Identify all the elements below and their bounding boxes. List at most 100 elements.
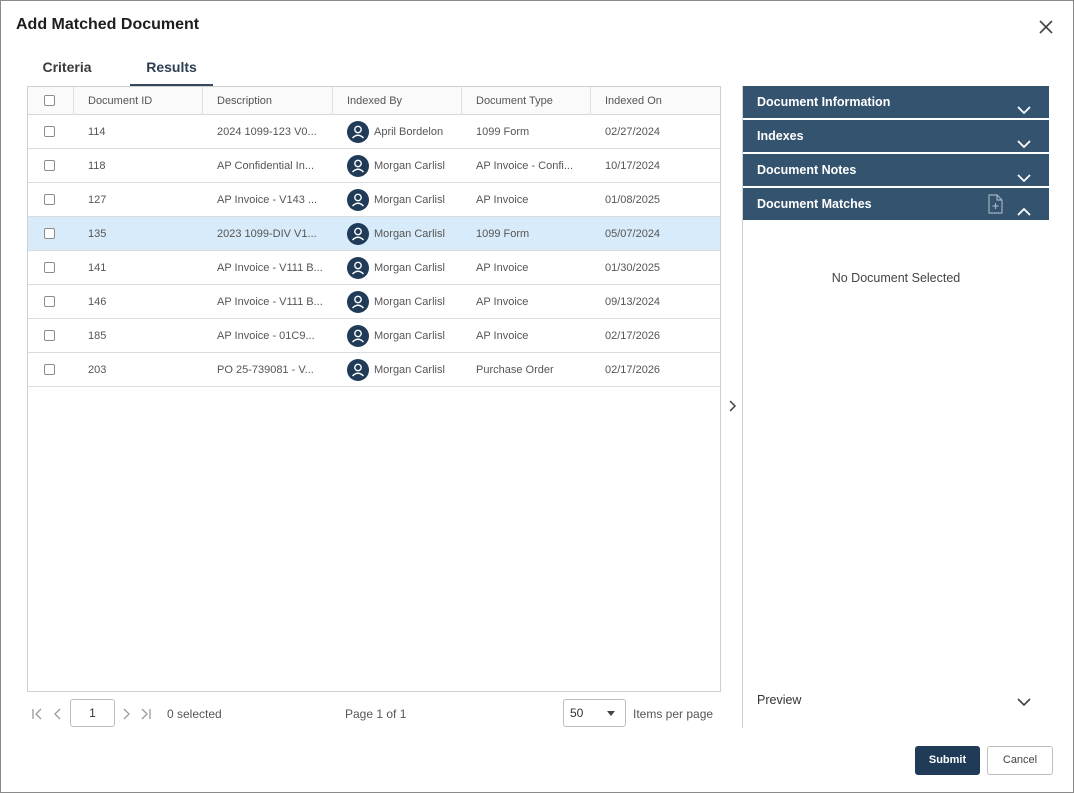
row-checkbox[interactable] (44, 364, 55, 375)
indexed-by-name: Morgan Carlisl (374, 160, 445, 172)
row-checkbox[interactable] (44, 262, 55, 273)
chevron-down-icon[interactable] (1017, 96, 1031, 115)
indexed-by-name: April Bordelon (374, 126, 444, 138)
indexed-by-cell: Morgan Carlisl (332, 183, 461, 217)
document-type-cell: AP Invoice (476, 194, 529, 206)
document-id-cell: 127 (88, 194, 107, 206)
close-icon[interactable] (1036, 17, 1056, 37)
chevron-down-icon[interactable] (1017, 130, 1031, 149)
document-type-cell: 1099 Form (476, 126, 530, 138)
column-header-indexed-on[interactable]: Indexed On (590, 87, 720, 115)
grid-pager: 1 0 selected Page 1 of 1 50 Items per pa… (27, 693, 721, 733)
tab-criteria[interactable]: Criteria (42, 59, 92, 75)
document-id-cell: 135 (88, 228, 107, 240)
column-header-document-id[interactable]: Document ID (73, 87, 202, 115)
results-grid: Document ID Description Indexed By Docum… (27, 86, 721, 692)
document-type-cell: AP Invoice (476, 262, 529, 274)
table-row[interactable]: 203 PO 25-739081 - V... Morgan Carlisl P… (28, 353, 720, 387)
add-document-icon[interactable] (987, 194, 1004, 214)
page-number-input[interactable]: 1 (70, 699, 115, 727)
tab-results[interactable]: Results (130, 59, 213, 87)
previous-page-icon[interactable] (52, 707, 64, 721)
row-checkbox[interactable] (44, 330, 55, 341)
next-page-icon[interactable] (120, 707, 132, 721)
chevron-down-icon[interactable] (1017, 696, 1031, 708)
preview-section-label[interactable]: Preview (757, 693, 802, 707)
dialog-title: Add Matched Document (16, 16, 200, 33)
table-row[interactable]: 185 AP Invoice - 01C9... Morgan Carlisl … (28, 319, 720, 353)
row-checkbox[interactable] (44, 160, 55, 171)
section-label: Indexes (757, 129, 804, 143)
section-label: Document Information (757, 95, 891, 109)
document-type-cell: Purchase Order (476, 364, 554, 376)
description-cell: AP Confidential In... (217, 160, 315, 172)
page-info: Page 1 of 1 (345, 707, 407, 721)
table-row[interactable]: 127 AP Invoice - V143 ... Morgan Carlisl… (28, 183, 720, 217)
chevron-right-icon[interactable] (726, 399, 738, 413)
submit-button[interactable]: Submit (915, 746, 980, 775)
indexed-by-cell: Morgan Carlisl (332, 149, 461, 183)
indexed-on-cell: 01/30/2025 (605, 262, 661, 274)
grid-header: Document ID Description Indexed By Docum… (28, 87, 720, 115)
indexed-by-name: Morgan Carlisl (374, 330, 445, 342)
document-type-cell: AP Invoice (476, 330, 529, 342)
row-checkbox[interactable] (44, 296, 55, 307)
panel-splitter[interactable] (721, 86, 743, 728)
empty-state-message: No Document Selected (831, 271, 961, 285)
first-page-icon[interactable] (31, 707, 43, 721)
indexed-by-cell: Morgan Carlisl (332, 319, 461, 353)
table-row[interactable]: 114 2024 1099-123 V0... April Bordelon 1… (28, 115, 720, 149)
last-page-icon[interactable] (140, 707, 152, 721)
page-size-select[interactable]: 50 (563, 699, 626, 727)
document-id-cell: 146 (88, 296, 107, 308)
indexed-on-cell: 09/13/2024 (605, 296, 661, 308)
user-avatar-icon (347, 121, 369, 143)
chevron-up-icon[interactable] (1017, 198, 1031, 216)
document-type-cell: AP Invoice - Confi... (476, 160, 574, 172)
indexed-on-cell: 02/17/2026 (605, 330, 661, 342)
user-avatar-icon (347, 257, 369, 279)
table-row[interactable]: 146 AP Invoice - V111 B... Morgan Carlis… (28, 285, 720, 319)
description-cell: AP Invoice - V143 ... (217, 194, 318, 206)
table-row-selected[interactable]: 135 2023 1099-DIV V1... Morgan Carlisl 1… (28, 217, 720, 251)
section-document-notes[interactable]: Document Notes (743, 154, 1049, 186)
document-id-cell: 118 (88, 160, 106, 172)
indexed-by-name: Morgan Carlisl (374, 194, 445, 206)
page-size-value: 50 (570, 706, 584, 720)
select-all-checkbox[interactable] (44, 95, 55, 106)
items-per-page-label: Items per page (633, 707, 714, 721)
column-header-indexed-by[interactable]: Indexed By (332, 87, 461, 115)
chevron-down-icon (607, 711, 615, 716)
user-avatar-icon (347, 359, 369, 381)
user-avatar-icon (347, 155, 369, 177)
column-header-description[interactable]: Description (202, 87, 332, 115)
document-id-cell: 114 (88, 126, 106, 138)
row-checkbox[interactable] (44, 126, 55, 137)
section-indexes[interactable]: Indexes (743, 120, 1049, 152)
selected-count: 0 selected (167, 707, 222, 721)
document-type-cell: 1099 Form (476, 228, 530, 240)
indexed-by-cell: Morgan Carlisl (332, 285, 461, 319)
section-document-matches[interactable]: Document Matches (743, 188, 1049, 220)
section-document-information[interactable]: Document Information (743, 86, 1049, 118)
row-checkbox[interactable] (44, 194, 55, 205)
indexed-by-name: Morgan Carlisl (374, 262, 445, 274)
table-row[interactable]: 141 AP Invoice - V111 B... Morgan Carlis… (28, 251, 720, 285)
indexed-on-cell: 05/07/2024 (605, 228, 661, 240)
indexed-by-cell: April Bordelon (332, 115, 461, 149)
document-type-cell: AP Invoice (476, 296, 529, 308)
description-cell: 2023 1099-DIV V1... (217, 228, 317, 240)
indexed-on-cell: 02/27/2024 (605, 126, 661, 138)
cancel-button[interactable]: Cancel (987, 746, 1053, 775)
user-avatar-icon (347, 325, 369, 347)
indexed-by-cell: Morgan Carlisl (332, 353, 461, 387)
column-header-document-type[interactable]: Document Type (461, 87, 590, 115)
row-checkbox[interactable] (44, 228, 55, 239)
table-row[interactable]: 118 AP Confidential In... Morgan Carlisl… (28, 149, 720, 183)
chevron-down-icon[interactable] (1017, 164, 1031, 183)
indexed-by-name: Morgan Carlisl (374, 296, 445, 308)
description-cell: AP Invoice - V111 B... (217, 262, 323, 274)
section-label: Document Matches (757, 197, 872, 211)
document-id-cell: 185 (88, 330, 107, 342)
